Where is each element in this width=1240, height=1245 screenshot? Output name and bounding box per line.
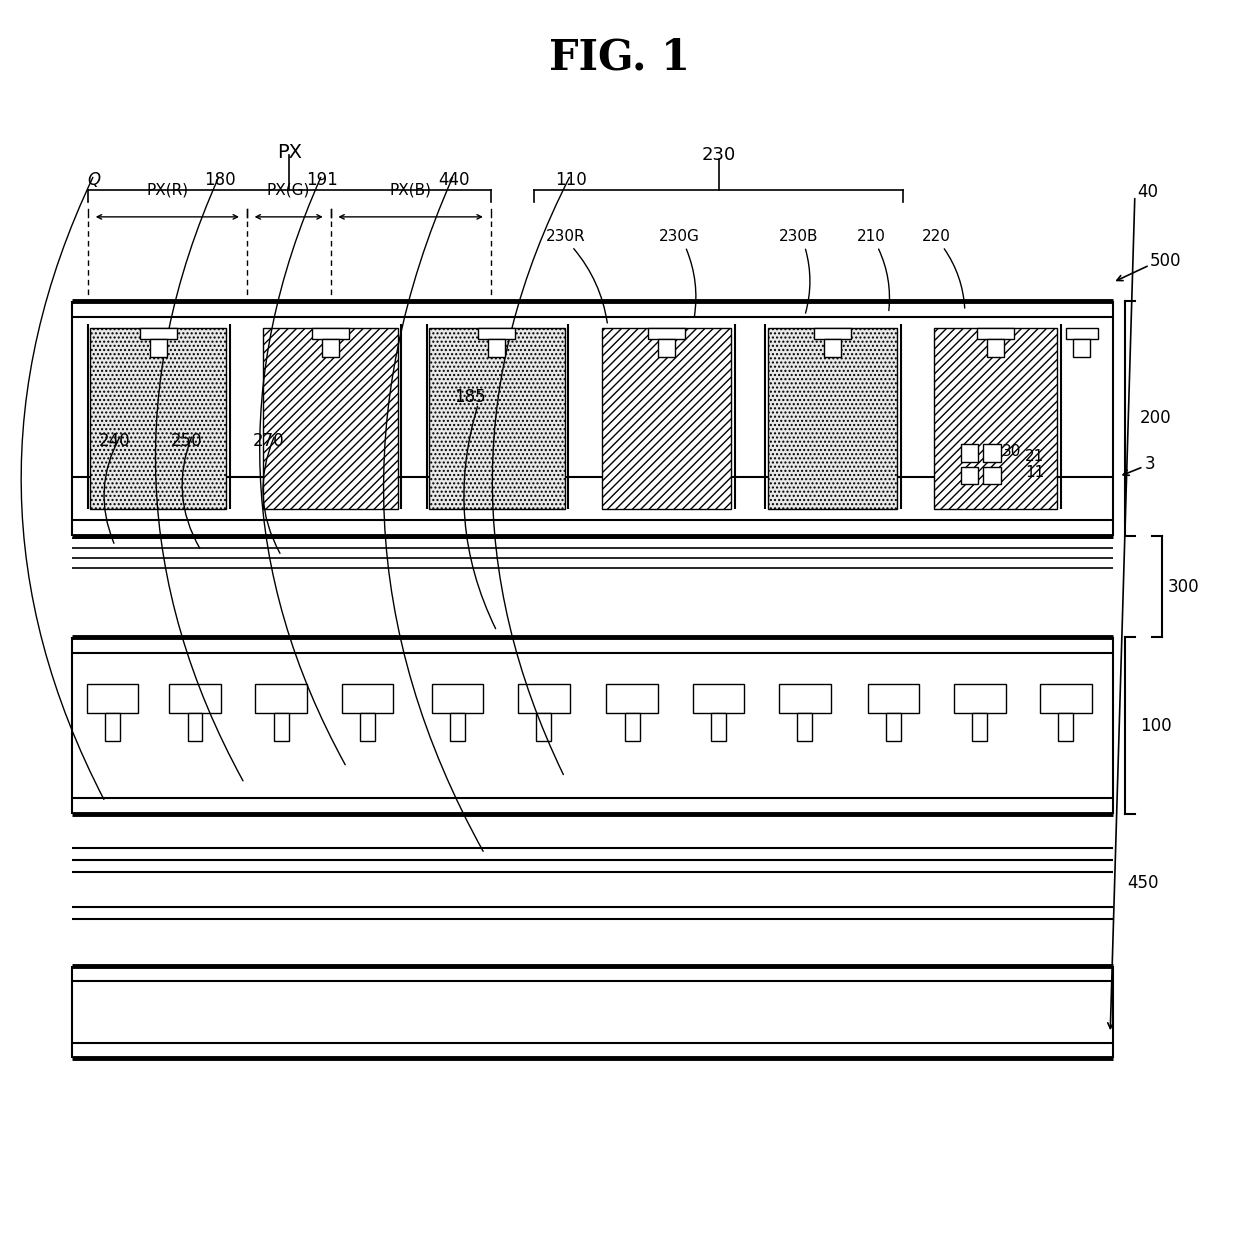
Bar (105, 713, 120, 741)
Bar (1074, 340, 1090, 356)
Text: 30: 30 (1002, 444, 1022, 459)
Text: 100: 100 (1140, 717, 1172, 735)
Bar (887, 713, 900, 741)
Text: 210: 210 (857, 229, 885, 244)
Text: 185: 185 (454, 388, 486, 406)
Bar (169, 684, 221, 713)
Text: 11: 11 (1025, 466, 1044, 481)
Bar (657, 340, 675, 356)
Bar (983, 444, 1001, 462)
Bar (255, 684, 308, 713)
Bar (625, 713, 640, 741)
Bar (987, 340, 1004, 356)
Text: 230G: 230G (658, 229, 699, 244)
Text: 250: 250 (171, 432, 202, 449)
Bar (972, 713, 987, 741)
Bar (518, 684, 569, 713)
Bar (322, 340, 340, 356)
Text: PX: PX (277, 143, 301, 162)
Text: PX(B): PX(B) (389, 182, 432, 197)
Bar (977, 329, 1014, 340)
Text: 230: 230 (702, 146, 735, 164)
Bar (342, 684, 393, 713)
Bar (797, 713, 812, 741)
Text: 110: 110 (554, 171, 587, 189)
Text: PX(R): PX(R) (146, 182, 188, 197)
Bar (263, 329, 398, 509)
Text: 300: 300 (1168, 578, 1200, 595)
Text: 240: 240 (99, 432, 131, 449)
Bar (91, 329, 226, 509)
Bar (961, 444, 978, 462)
Bar (87, 684, 139, 713)
Bar (536, 713, 551, 741)
Bar (140, 329, 176, 340)
Bar (813, 329, 851, 340)
Text: 230R: 230R (546, 229, 585, 244)
Bar (479, 329, 516, 340)
Bar (693, 684, 744, 713)
Text: Q: Q (88, 171, 100, 189)
Bar (868, 684, 919, 713)
Bar (1066, 329, 1097, 340)
Text: 450: 450 (1127, 874, 1159, 893)
Bar (606, 684, 658, 713)
Bar (712, 713, 725, 741)
Bar (934, 329, 1058, 509)
Bar (647, 329, 684, 340)
Text: 21: 21 (1025, 449, 1044, 464)
Text: PX(G): PX(G) (267, 182, 310, 197)
Bar (601, 329, 730, 509)
Text: 3: 3 (1145, 456, 1156, 473)
Bar (779, 684, 831, 713)
Bar (983, 467, 1001, 484)
Bar (187, 713, 202, 741)
Text: 230B: 230B (779, 229, 818, 244)
Bar (432, 684, 484, 713)
Bar (1040, 684, 1091, 713)
Bar (961, 467, 978, 484)
Bar (954, 684, 1006, 713)
Bar (429, 329, 564, 509)
Bar (489, 340, 506, 356)
Bar (823, 340, 841, 356)
Text: 220: 220 (923, 229, 951, 244)
Text: 500: 500 (1149, 253, 1182, 270)
Text: FIG. 1: FIG. 1 (549, 36, 691, 78)
Text: 191: 191 (306, 171, 337, 189)
Bar (312, 329, 348, 340)
Bar (150, 340, 166, 356)
Bar (1059, 713, 1074, 741)
Bar (450, 713, 465, 741)
Text: 270: 270 (253, 432, 285, 449)
Bar (360, 713, 374, 741)
Bar (274, 713, 289, 741)
Text: 180: 180 (203, 171, 236, 189)
Bar (768, 329, 897, 509)
Text: 200: 200 (1140, 410, 1172, 427)
Text: 40: 40 (1137, 183, 1158, 202)
Text: 440: 440 (438, 171, 470, 189)
